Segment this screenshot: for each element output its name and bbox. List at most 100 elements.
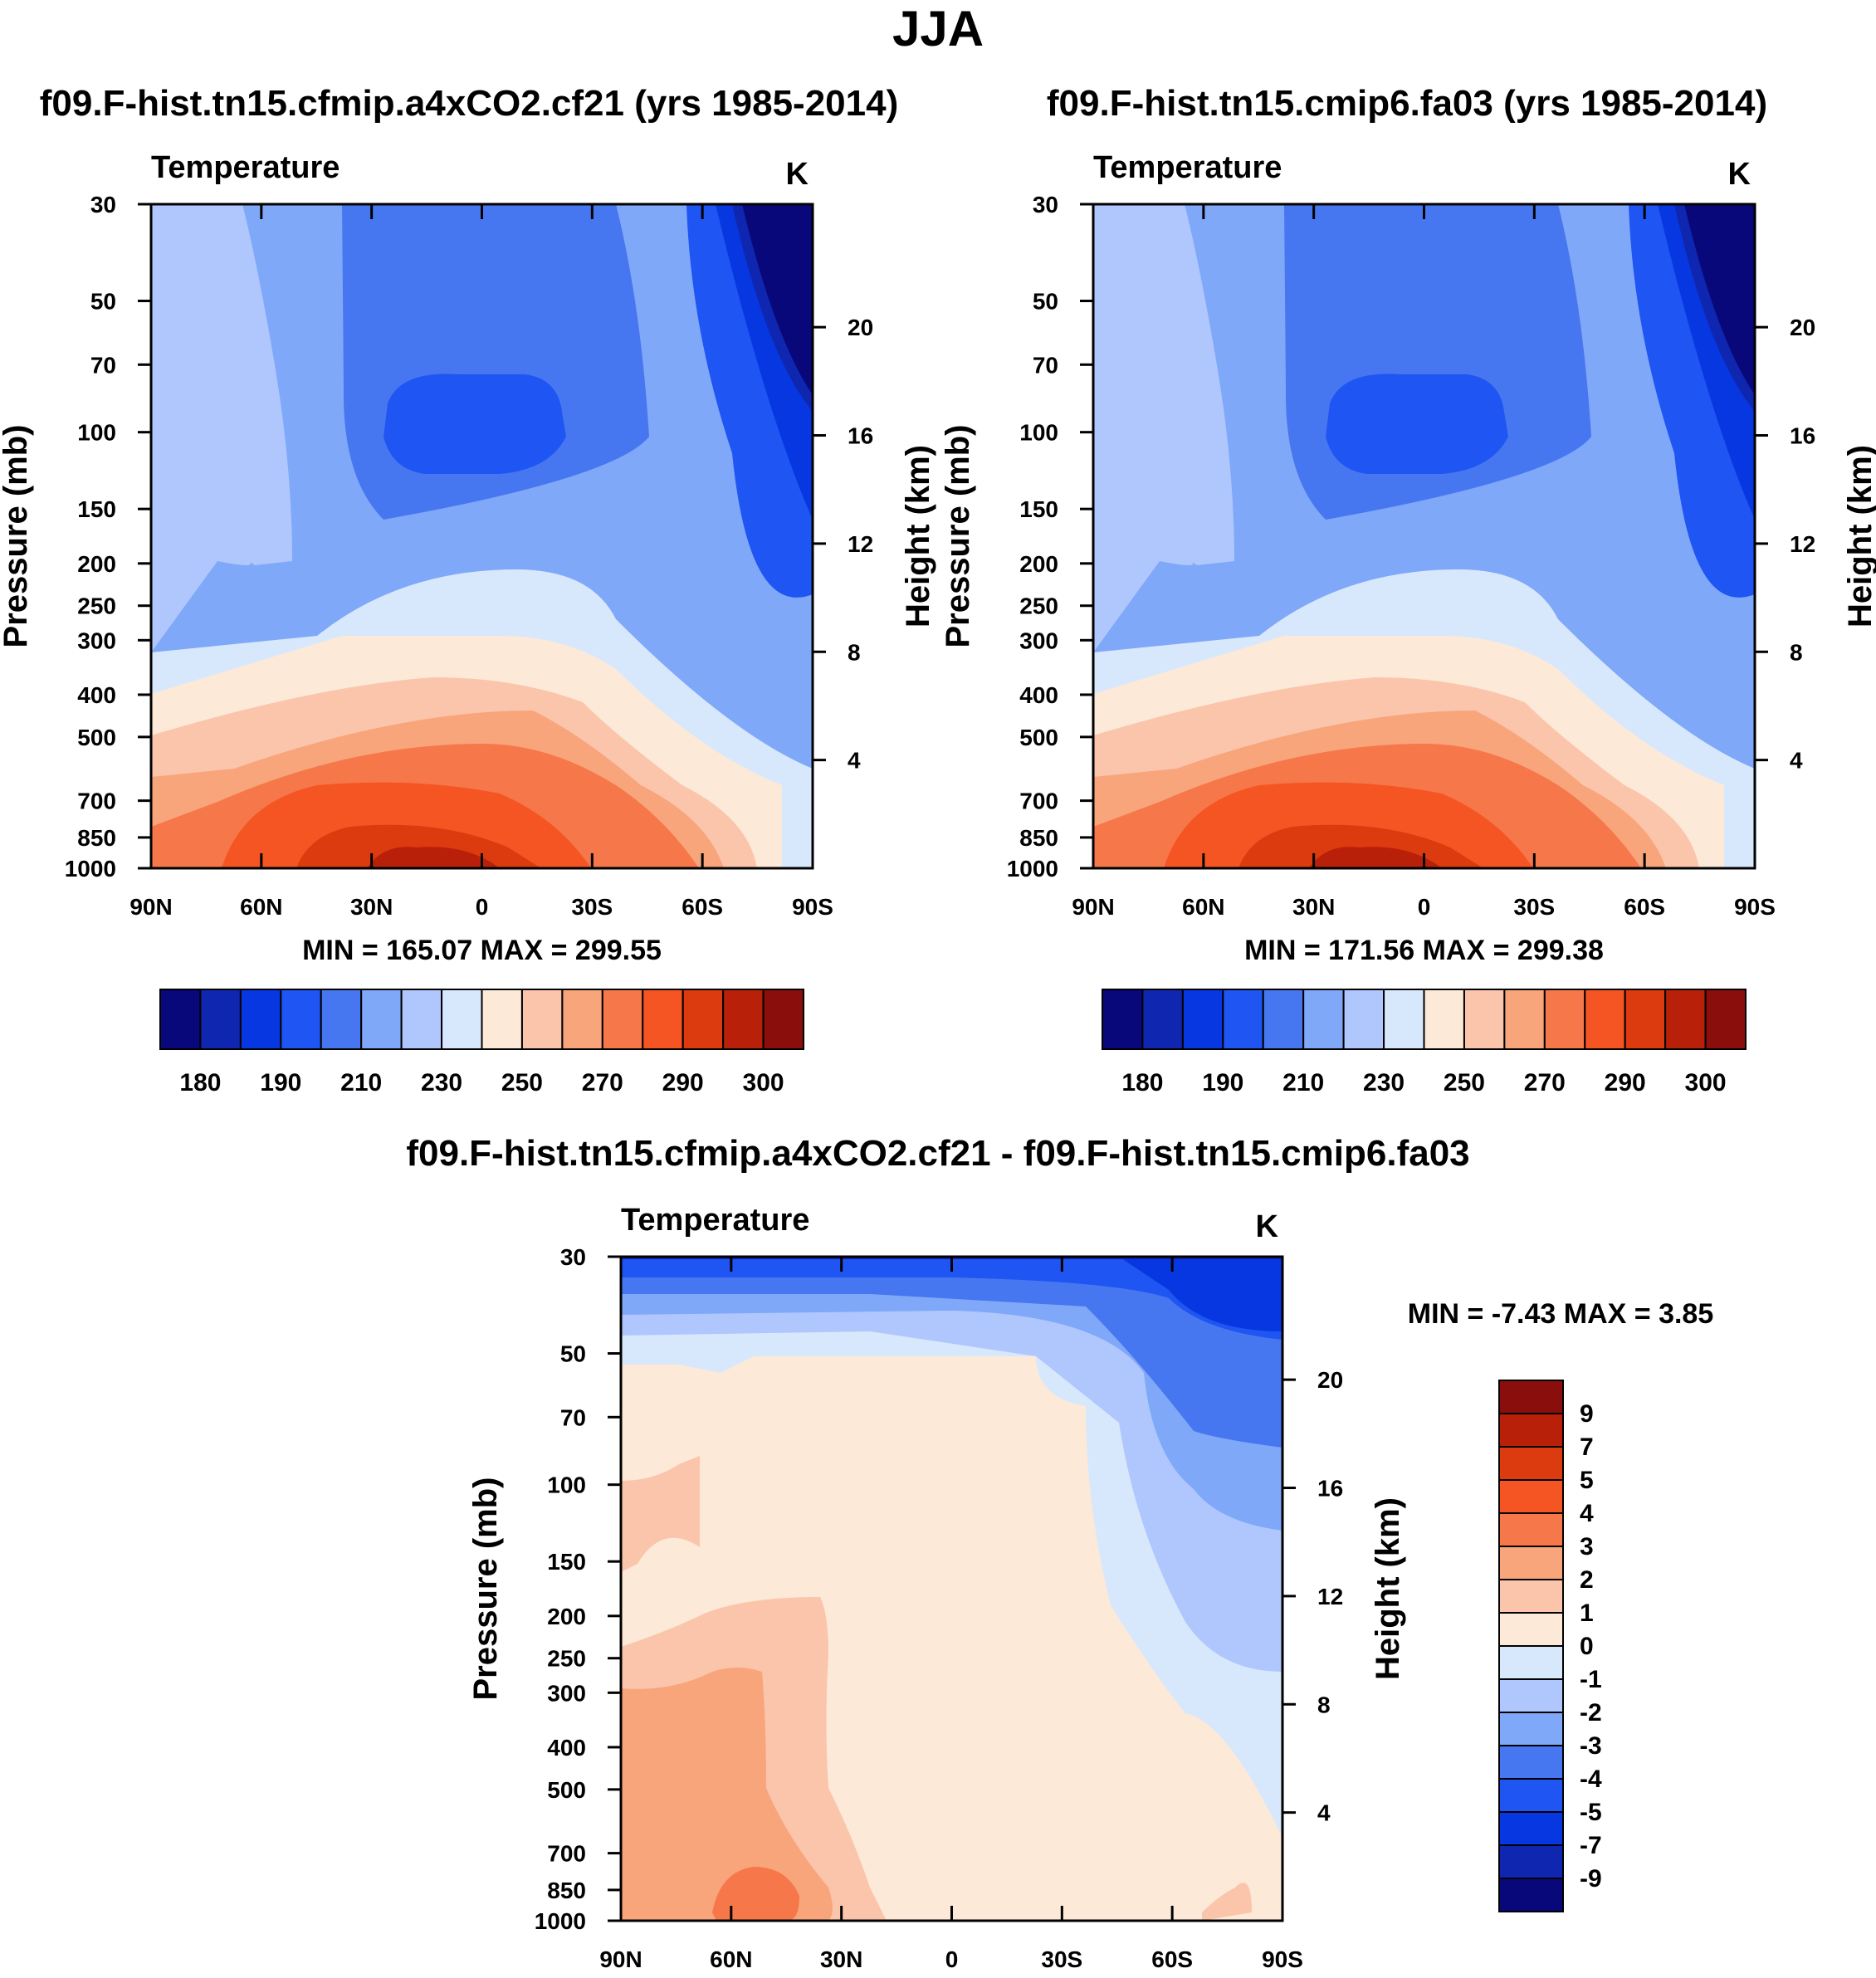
panel1-colorbar-box	[520, 989, 564, 1050]
panel2-colorbar-box	[1704, 989, 1747, 1050]
panel2-x-tick-label: 90S	[1734, 894, 1776, 920]
panel2-y-right-tick-label: 12	[1790, 531, 1815, 557]
panel2-colorbar-label: 250	[1444, 1069, 1485, 1096]
main-title: JJA	[892, 1, 984, 56]
axes-ticks-layer	[138, 203, 1768, 1922]
panel3-colorbar-box	[1498, 1745, 1564, 1780]
panel1-colorbar-box	[762, 989, 804, 1050]
panel1-colorbar-box	[642, 989, 684, 1050]
panel1-colorbar-label: 290	[662, 1069, 704, 1096]
panel2-ylabel: Pressure (mb)	[940, 425, 976, 648]
panel3-units: K	[1256, 1209, 1279, 1244]
panel1-colorbar-box	[199, 989, 242, 1050]
panel3-x-tick-label: 30N	[820, 1946, 862, 1972]
panel2-colorbar-box	[1342, 989, 1385, 1050]
panel1-y-tick-label: 30	[90, 192, 116, 217]
panel2-y-tick-label: 400	[1019, 682, 1058, 708]
panel2-colorbar-box	[1141, 989, 1184, 1050]
panel2-x-tick-label: 60S	[1624, 894, 1665, 920]
panel1-var-label: Temperature	[151, 150, 340, 185]
panel2-y-tick-label: 700	[1019, 789, 1058, 814]
panel1-y-tick-label: 250	[77, 593, 116, 619]
panel3-colorbar-box	[1498, 1546, 1564, 1580]
panel1-y-tick-label: 150	[77, 496, 116, 522]
panel2-colorbar-box	[1423, 989, 1465, 1050]
panel3-colorbar-label: -1	[1580, 1666, 1602, 1693]
panel1-colorbar-box	[360, 989, 403, 1050]
panel1-colorbar-label: 300	[743, 1069, 784, 1096]
panel2-min-max: MIN = 171.56 MAX = 299.38	[1244, 935, 1604, 966]
panel3-colorbar-box	[1498, 1380, 1564, 1414]
panel2-x-tick-label: 90N	[1072, 894, 1114, 920]
panel3-colorbar-label: -7	[1580, 1832, 1602, 1859]
panel1-colorbar-label: 250	[501, 1069, 543, 1096]
panel2-colorbar-label: 290	[1605, 1069, 1646, 1096]
panel2-colorbar-label: 210	[1282, 1069, 1324, 1096]
panel3-contour-field	[621, 1257, 1282, 1921]
panel3-var-label: Temperature	[621, 1203, 809, 1238]
axes-labels-layer: 90N 60N 30N 0 30S 60S 90S305070100150200250300…	[0, 150, 1876, 1972]
panel1-colorbar-box	[682, 989, 725, 1050]
panel2-colorbar-box	[1181, 989, 1224, 1050]
panel3-y-right-tick-label: 4	[1317, 1800, 1331, 1826]
panel3-x-tick-label: 60S	[1151, 1946, 1193, 1972]
panel2-colorbar-box	[1463, 989, 1506, 1050]
panel2-y-right-tick-label: 16	[1790, 423, 1815, 449]
panel2-colorbar-box	[1262, 989, 1305, 1050]
panel2-y-tick-label: 30	[1033, 192, 1058, 217]
panel3-colorbar-box	[1498, 1512, 1564, 1547]
panel3-colorbar-box	[1498, 1645, 1564, 1680]
panel1-colorbar-label: 190	[260, 1069, 301, 1096]
panel1-x-tick-label: 0	[476, 894, 489, 920]
panel3-ylabel: Pressure (mb)	[467, 1477, 504, 1701]
panel3-colorbar-box	[1498, 1479, 1564, 1514]
panel1-y-tick-label: 100	[77, 420, 116, 446]
panel3-y-right-tick-label: 20	[1317, 1367, 1343, 1393]
panel1-y-tick-label: 500	[77, 725, 116, 750]
panel2-y-tick-label: 500	[1019, 725, 1058, 750]
panel1-ylabel: Pressure (mb)	[0, 425, 34, 648]
panel3-y-tick-label: 200	[547, 1604, 586, 1629]
panel3-colorbar-label: 1	[1580, 1599, 1594, 1627]
panel2-y-tick-label: 250	[1019, 593, 1058, 619]
panel3-y-tick-label: 150	[547, 1549, 586, 1575]
panel2-y-right-tick-label: 20	[1790, 315, 1815, 340]
panel1-y-tick-label: 300	[77, 628, 116, 653]
panel3-x-tick-label: 60N	[710, 1946, 752, 1972]
panel2-y-tick-label: 200	[1019, 551, 1058, 577]
panel3-colorbar-label: 9	[1580, 1400, 1594, 1428]
panel3-ylabel-right: Height (km)	[1370, 1497, 1406, 1680]
panel3-colorbar-box	[1498, 1413, 1564, 1448]
panel2-colorbar-box	[1584, 989, 1626, 1050]
panel3-colorbar-label: -4	[1580, 1766, 1602, 1793]
panel2-y-right-tick-label: 8	[1790, 639, 1803, 665]
panel1-y-tick-label: 700	[77, 789, 116, 814]
panel1-x-tick-label: 60N	[240, 894, 282, 920]
panel1-y-right-tick-label: 4	[848, 748, 861, 774]
panel3-y-right-tick-label: 8	[1317, 1692, 1331, 1717]
panel1-colorbar-box	[441, 989, 483, 1050]
panel3-colorbar-label: 3	[1580, 1533, 1594, 1560]
panel1-colorbar-box	[280, 989, 322, 1050]
panel3-colorbar-label: 0	[1580, 1633, 1594, 1660]
panel3-title: f09.F-hist.tn15.cfmip.a4xCO2.cf21 - f09.…	[406, 1133, 1470, 1174]
panel3-y-tick-label: 700	[547, 1841, 586, 1867]
panel2-y-tick-label: 850	[1019, 825, 1058, 851]
panel1-contour-field	[151, 204, 813, 868]
panel3-colorbar-box	[1498, 1446, 1564, 1481]
panel1-colorbar-label: 210	[340, 1069, 382, 1096]
panel3-y-tick-label: 400	[547, 1735, 586, 1761]
panel1-y-right-tick-label: 16	[848, 423, 873, 449]
panel1-colorbar-box	[239, 989, 282, 1050]
panel1-colorbar-label: 270	[582, 1069, 623, 1096]
panel1-y-tick-label: 200	[77, 551, 116, 577]
panel1-x-tick-label: 30N	[350, 894, 393, 920]
panel1-ylabel-right: Height (km)	[900, 445, 936, 628]
panel3-colorbar-label: 5	[1580, 1467, 1594, 1494]
panel3-colorbar-label: -9	[1580, 1865, 1602, 1893]
panel2-y-tick-label: 300	[1019, 628, 1058, 653]
panel1-colorbar-label: 230	[421, 1069, 462, 1096]
panel3-colorbar-label: 7	[1580, 1433, 1594, 1461]
panel1-min-max: MIN = 165.07 MAX = 299.55	[302, 935, 662, 966]
